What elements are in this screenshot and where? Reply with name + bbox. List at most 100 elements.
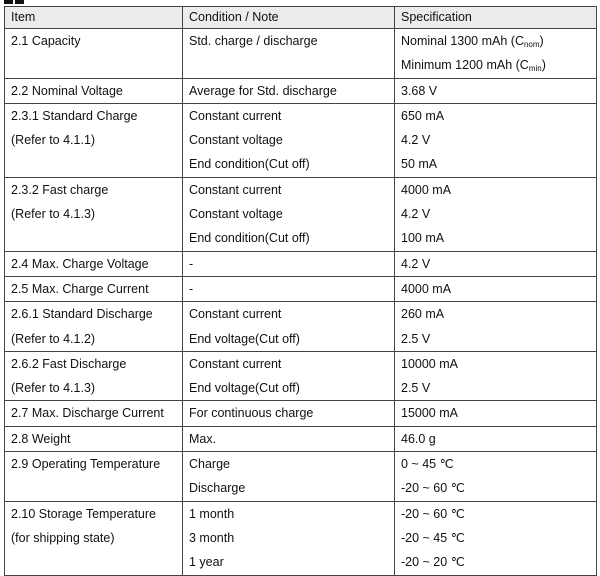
item-line: 2.1 Capacity	[11, 34, 81, 48]
specification-cell: 260 mA 2.5 V	[394, 301, 597, 352]
spec-tail: )	[541, 58, 546, 73]
item-line: 2.6.1 Standard Discharge	[11, 307, 153, 322]
item-cell: 2.4 Max. Charge Voltage	[4, 250, 183, 277]
spec-value: 50 mA	[401, 157, 438, 172]
item-line: 2.3.1 Standard Charge	[11, 108, 138, 123]
spec-value: 3.68 V	[401, 83, 438, 98]
spec-subscript: min	[528, 64, 542, 74]
condition-line: End condition(Cut off)	[189, 231, 310, 246]
item-cell: 2.6.1 Standard Discharge (Refer to 4.1.2)	[4, 301, 183, 352]
condition-cell: Constant current End voltage(Cut off)	[182, 301, 395, 352]
item-line: 2.2 Nominal Voltage	[11, 83, 123, 98]
spec-value: 4000 mA	[401, 281, 452, 296]
spec-value: 10000 mA	[401, 356, 458, 371]
condition-cell: Constant current Constant voltage End cond…	[182, 176, 395, 252]
spec-value: Minimum 1200 mAh (C	[401, 58, 529, 73]
item-line: (Refer to 4.1.2)	[11, 331, 96, 346]
specification-cell: 4000 mA	[394, 275, 597, 303]
item-line: (Refer to 4.1.3)	[11, 381, 96, 396]
table-row: 2.9 Operating Temperature Charge Discharge…	[4, 451, 597, 502]
specification-line: Nominal 1300 mAh (Cnom)	[401, 29, 590, 53]
condition-cell: Constant current Constant voltage End cond…	[182, 102, 395, 178]
spec-value: 4.2 V	[401, 256, 431, 271]
item-line: 2.5 Max. Charge Current	[11, 281, 149, 296]
item-line: (Refer to 4.1.1)	[11, 133, 96, 148]
table-row: 2.6.2 Fast Discharge (Refer to 4.1.3) Cons…	[4, 350, 597, 402]
spec-value: -20 ~ 45 ℃	[401, 530, 465, 545]
specification-line: 3.68 V	[401, 79, 590, 103]
condition-cell: Max.	[182, 425, 395, 453]
specification-line: 4000 mA	[401, 277, 590, 301]
condition-cell: Constant current End voltage(Cut off)	[182, 350, 395, 402]
item-line: 2.4 Max. Charge Voltage	[11, 256, 149, 271]
item-cell: 2.6.2 Fast Discharge (Refer to 4.1.3)	[4, 350, 183, 402]
condition-line: Constant current	[189, 307, 282, 322]
table-row: 2.6.1 Standard Discharge (Refer to 4.1.2)…	[4, 301, 597, 352]
table-row: 2.5 Max. Charge Current - 4000 mA	[4, 275, 597, 303]
spec-value: -20 ~ 60 ℃	[401, 481, 465, 496]
item-cell: 2.3.2 Fast charge (Refer to 4.1.3)	[4, 176, 183, 252]
item-cell: 2.1 Capacity	[4, 28, 183, 79]
item-line: (Refer to 4.1.3)	[11, 207, 96, 222]
condition-line: Constant current	[189, 108, 282, 123]
condition-cell: -	[182, 250, 395, 277]
table-row: 2.3.2 Fast charge (Refer to 4.1.3) Constan…	[4, 176, 597, 252]
table-row: 2.4 Max. Charge Voltage - 4.2 V	[4, 250, 597, 277]
header-item: Item	[4, 6, 183, 29]
spec-value: 2.5 V	[401, 331, 431, 346]
condition-line: Discharge	[189, 481, 246, 496]
specification-line: -20 ~ 60 ℃	[401, 476, 590, 500]
condition-line: Charge	[189, 457, 230, 472]
table-row: 2.1 Capacity Std. charge / discharge Nomin…	[4, 28, 597, 79]
specification-line: 10000 mA	[401, 352, 590, 376]
condition-cell: For continuous charge	[182, 400, 395, 427]
item-line: (for shipping state)	[11, 530, 115, 545]
spec-subscript: nom	[523, 40, 540, 49]
condition-line: Average for Std. discharge	[189, 83, 337, 98]
spec-value: 46.0 g	[401, 431, 436, 446]
spec-value: 0 ~ 45 ℃	[401, 457, 454, 472]
table-row: 2.3.1 Standard Charge (Refer to 4.1.1) Con…	[4, 102, 597, 178]
table-row: 2.8 Weight Max. 46.0 g	[4, 425, 597, 453]
specification-line: 4.2 V	[401, 202, 590, 226]
specification-line: 50 mA	[401, 152, 590, 176]
specification-line: -20 ~ 60 ℃	[401, 502, 590, 526]
specification-cell: 4000 mA 4.2 V 100 mA	[394, 176, 597, 252]
specification-line: -20 ~ 45 ℃	[401, 526, 590, 550]
item-cell: 2.9 Operating Temperature	[4, 451, 183, 502]
specification-line: 260 mA	[401, 302, 590, 326]
spec-value: -20 ~ 20 ℃	[401, 555, 465, 570]
specification-cell: 46.0 g	[394, 425, 597, 453]
item-line: 2.3.2 Fast charge	[11, 182, 109, 197]
condition-line: -	[189, 256, 194, 271]
specification-line: 2.5 V	[401, 327, 590, 351]
spec-value: 2.5 V	[401, 381, 431, 396]
clipped-heading	[4, 0, 74, 4]
item-cell: 2.8 Weight	[4, 425, 183, 453]
specification-cell: 10000 mA 2.5 V	[394, 350, 597, 402]
header-specification: Specification	[394, 6, 597, 29]
table-header-row: Item Condition / Note Specification	[4, 6, 597, 29]
condition-line: End voltage(Cut off)	[189, 331, 300, 346]
specification-line: 15000 mA	[401, 401, 590, 425]
condition-line: 1 month	[189, 506, 235, 521]
item-line: 2.8 Weight	[11, 431, 71, 446]
spec-value: 4.2 V	[401, 133, 431, 148]
specification-line: Minimum 1200 mAh (Cmin)	[401, 53, 590, 77]
condition-line: For continuous charge	[189, 406, 314, 421]
condition-cell: Std. charge / discharge	[182, 28, 395, 79]
spec-tail: )	[539, 34, 544, 48]
specification-table: Item Condition / Note Specification 2.1 …	[4, 6, 597, 576]
specification-line: 0 ~ 45 ℃	[401, 452, 590, 476]
condition-line: 3 month	[189, 530, 235, 545]
specification-line: 4000 mA	[401, 178, 590, 202]
condition-line: Std. charge / discharge	[189, 34, 318, 48]
condition-line: Constant current	[189, 356, 282, 371]
specification-line: -20 ~ 20 ℃	[401, 550, 590, 574]
specification-cell: -20 ~ 60 ℃ -20 ~ 45 ℃ -20 ~ 20 ℃	[394, 500, 597, 576]
spec-value: 4000 mA	[401, 182, 452, 197]
table-row: 2.10 Storage Temperature (for shipping st…	[4, 500, 597, 576]
item-cell: 2.10 Storage Temperature (for shipping st…	[4, 500, 183, 576]
condition-cell: Charge Discharge	[182, 451, 395, 502]
condition-cell: 1 month 3 month 1 year	[182, 500, 395, 576]
